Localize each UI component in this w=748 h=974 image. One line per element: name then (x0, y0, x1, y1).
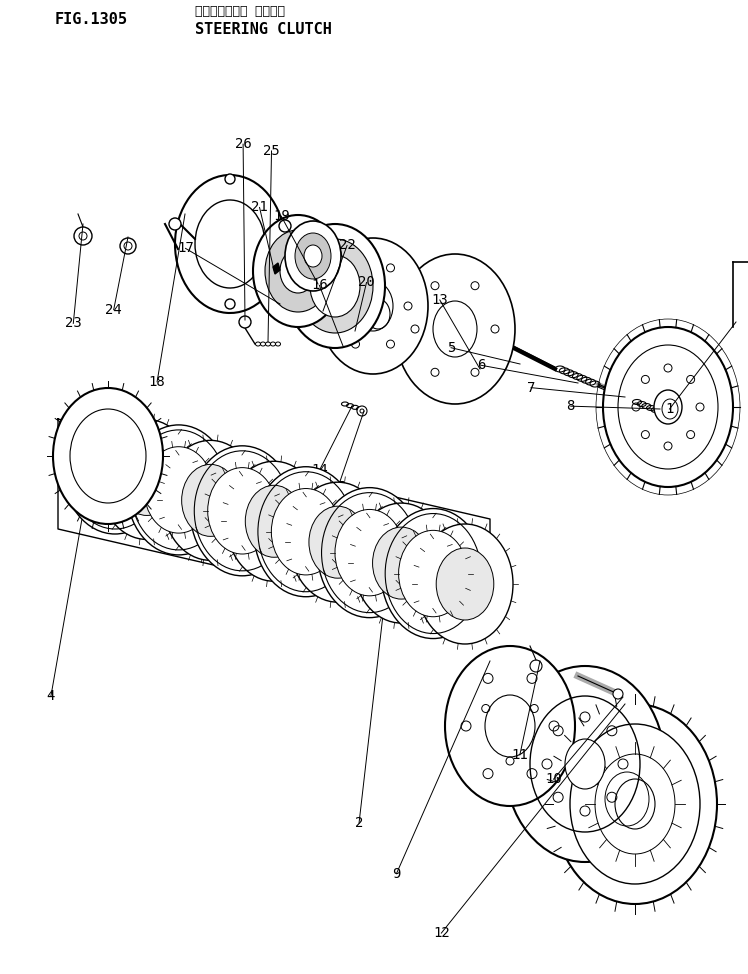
Ellipse shape (445, 646, 575, 806)
Circle shape (169, 218, 181, 230)
Ellipse shape (289, 482, 386, 602)
Text: 15: 15 (330, 480, 346, 494)
Text: 26: 26 (235, 137, 251, 151)
Circle shape (225, 174, 235, 184)
Text: 5: 5 (447, 341, 456, 355)
Text: STEERING CLUTCH: STEERING CLUTCH (195, 22, 332, 37)
Circle shape (239, 316, 251, 328)
Text: 20: 20 (358, 276, 375, 289)
Ellipse shape (399, 531, 468, 617)
Ellipse shape (99, 420, 194, 540)
Text: 10: 10 (545, 772, 562, 786)
Text: 19: 19 (273, 209, 289, 223)
Text: 11: 11 (512, 748, 528, 762)
Ellipse shape (553, 704, 717, 904)
Ellipse shape (353, 504, 450, 623)
Text: 13: 13 (432, 293, 448, 307)
Text: 16: 16 (311, 279, 328, 292)
Ellipse shape (280, 249, 316, 293)
Ellipse shape (208, 468, 277, 554)
Text: 2: 2 (355, 816, 364, 830)
Text: 25: 25 (263, 144, 280, 158)
Polygon shape (273, 263, 280, 274)
Ellipse shape (63, 404, 167, 534)
Ellipse shape (310, 255, 360, 317)
Ellipse shape (304, 245, 322, 267)
Text: 22: 22 (339, 239, 355, 252)
Text: 12: 12 (433, 926, 450, 940)
Ellipse shape (417, 524, 513, 644)
Ellipse shape (81, 426, 150, 512)
Ellipse shape (318, 238, 428, 374)
Ellipse shape (182, 465, 239, 537)
Ellipse shape (565, 739, 605, 789)
Text: 1: 1 (665, 402, 674, 416)
Circle shape (120, 238, 136, 254)
Ellipse shape (309, 506, 367, 579)
Ellipse shape (505, 666, 665, 862)
Ellipse shape (297, 239, 373, 333)
Ellipse shape (381, 508, 485, 639)
Ellipse shape (265, 230, 331, 312)
Text: 17: 17 (177, 242, 194, 255)
Text: ステアリング＊ クラッチ: ステアリング＊ クラッチ (195, 5, 285, 18)
Text: 18: 18 (149, 375, 165, 389)
Ellipse shape (295, 233, 331, 279)
Ellipse shape (272, 489, 340, 575)
Ellipse shape (618, 345, 718, 469)
Ellipse shape (118, 443, 176, 515)
Ellipse shape (335, 509, 404, 596)
Ellipse shape (395, 254, 515, 404)
Ellipse shape (373, 527, 430, 599)
Ellipse shape (53, 388, 163, 524)
Text: 14: 14 (311, 464, 328, 477)
Circle shape (74, 227, 92, 245)
Ellipse shape (253, 215, 343, 327)
Ellipse shape (318, 488, 422, 618)
Text: 7: 7 (527, 381, 536, 394)
Text: 9: 9 (392, 867, 401, 880)
Circle shape (279, 220, 291, 232)
Ellipse shape (144, 447, 213, 533)
Text: 3: 3 (418, 612, 427, 625)
Ellipse shape (654, 390, 682, 424)
Text: 21: 21 (251, 201, 268, 214)
Ellipse shape (436, 548, 494, 620)
Ellipse shape (570, 724, 700, 884)
Ellipse shape (245, 485, 303, 557)
Ellipse shape (126, 425, 230, 555)
Ellipse shape (162, 440, 259, 560)
Ellipse shape (285, 224, 385, 348)
Circle shape (530, 660, 542, 672)
Text: 4: 4 (46, 690, 55, 703)
Circle shape (357, 406, 367, 416)
Circle shape (225, 299, 235, 309)
Text: 8: 8 (566, 399, 575, 413)
Ellipse shape (226, 462, 322, 581)
Ellipse shape (285, 221, 341, 291)
Circle shape (613, 689, 623, 699)
Text: 24: 24 (105, 303, 122, 317)
Ellipse shape (254, 467, 358, 597)
Ellipse shape (603, 327, 733, 487)
Text: 23: 23 (65, 317, 82, 330)
Text: FIG.1305: FIG.1305 (55, 12, 128, 27)
Text: 6: 6 (476, 358, 485, 372)
Ellipse shape (190, 446, 294, 576)
